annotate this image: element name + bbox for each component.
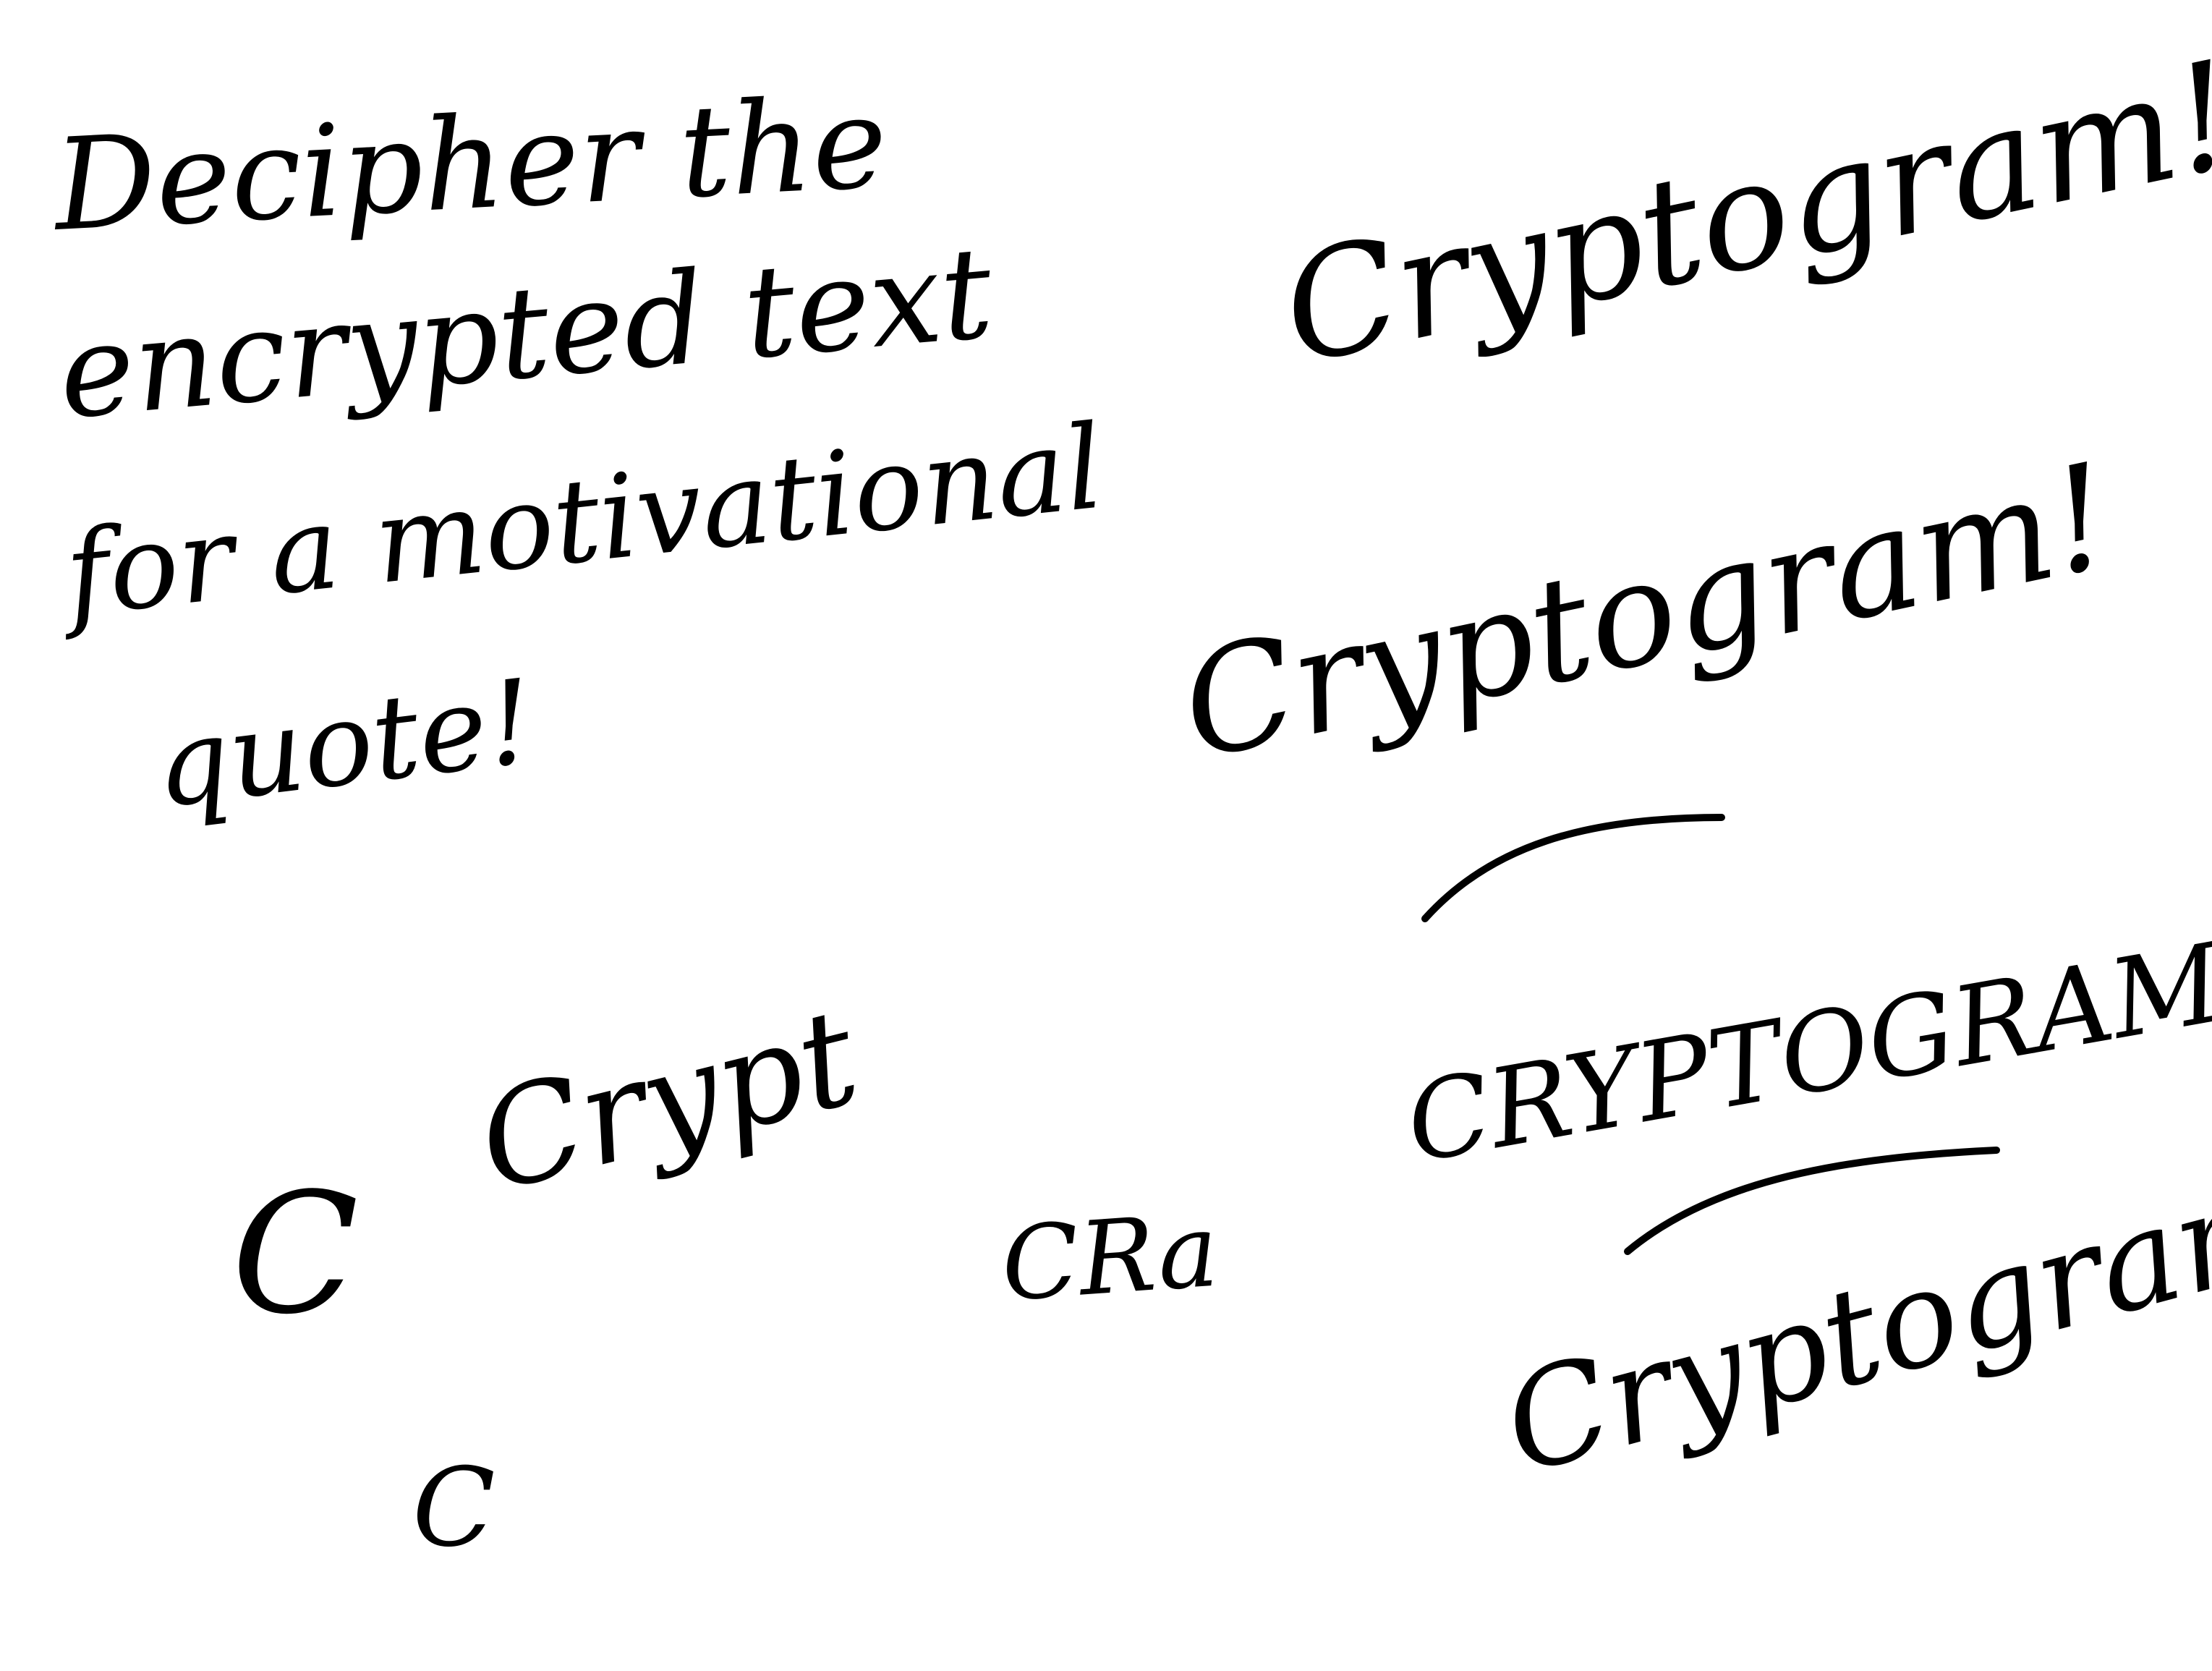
crypt-partial-word: Crypt xyxy=(464,978,872,1223)
small-c-letter: C xyxy=(412,1445,495,1571)
underline-swoosh-upper xyxy=(1421,814,1725,922)
instruction-line-4: quote! xyxy=(147,653,541,834)
cra-partial-word: CRa xyxy=(997,1191,1222,1325)
instruction-line-3: for a motivational xyxy=(59,399,1110,642)
lone-c-letter: C xyxy=(231,1158,359,1351)
cryptogram-word-top: Cryptogram! xyxy=(1268,29,2212,399)
cryptogram-word-second: Cryptogram! xyxy=(1167,431,2126,793)
instruction-line-1: Decipher the xyxy=(51,69,891,260)
instruction-line-2: encrypted text xyxy=(53,220,998,448)
underline-swoosh-lower xyxy=(1624,1147,2000,1255)
